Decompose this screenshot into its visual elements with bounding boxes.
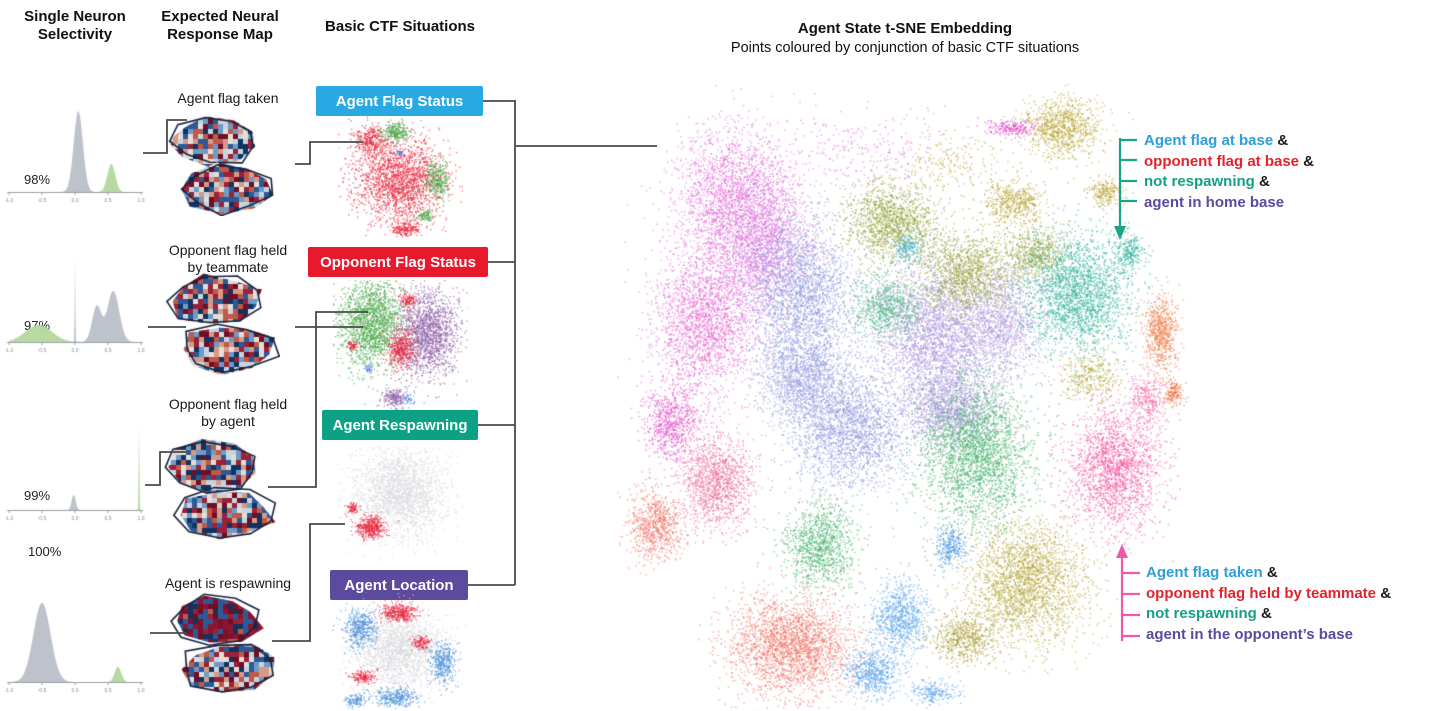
response-map-4 — [160, 592, 280, 700]
button-opponent-flag-status-label: Opponent Flag Status — [320, 253, 476, 271]
button-agent-flag-status: Agent Flag Status — [316, 86, 483, 116]
header-single-neuron-selectivity: Single Neuron Selectivity — [24, 8, 126, 43]
annotation-top-line-4: agent in home base — [1144, 193, 1285, 211]
selectivity-histogram-4 — [5, 582, 145, 697]
button-agent-respawning-label: Agent Respawning — [332, 416, 468, 434]
header-basic-ctf-situations: Basic CTF Situations — [324, 18, 476, 35]
mini-tsne-agent-respawning — [336, 446, 464, 562]
mini-tsne-agent-flag-status — [338, 113, 463, 238]
map-label-agent-is-respawning: Agent is respawning — [164, 575, 292, 591]
annotation-bottom-line-2: opponent flag held by teammate & — [1146, 584, 1392, 602]
map-label-opp-flag-agent: Opponent flag held by agent — [168, 396, 288, 429]
selectivity-histogram-3 — [5, 410, 145, 525]
tsne-title: Agent State t-SNE Embedding — [797, 20, 1013, 37]
map-label-agent-flag-taken: Agent flag taken — [177, 90, 279, 106]
map-label-opp-flag-teammate: Opponent flag held by teammate — [168, 242, 288, 275]
annotation-bottom-line-4: agent in the opponent’s base — [1146, 625, 1353, 643]
header-expected-neural-response-map: Expected Neural Response Map — [161, 8, 279, 43]
response-map-1 — [160, 112, 280, 216]
annotation-top-line-2: opponent flag at base & — [1144, 152, 1315, 170]
annotation-top-line-3: not respawning & — [1144, 173, 1270, 190]
annotation-bottom: Agent flag taken & opponent flag held by… — [1146, 563, 1391, 645]
tsne-subtitle: Points coloured by conjunction of basic … — [730, 40, 1080, 56]
annotation-top-line-1: Agent flag at base & — [1144, 132, 1289, 149]
annotation-bottom-line-1: Agent flag taken & — [1146, 564, 1278, 581]
response-map-3 — [158, 438, 278, 542]
annotation-bottom-line-3: not respawning & — [1146, 605, 1272, 622]
mini-tsne-opponent-flag-status — [333, 280, 468, 410]
selectivity-histogram-1 — [5, 92, 145, 207]
button-agent-location-label: Agent Location — [344, 576, 454, 594]
tsne-embedding-plot — [615, 75, 1195, 711]
mini-tsne-agent-location — [332, 592, 467, 711]
response-map-2 — [160, 272, 280, 376]
selectivity-pct-4: 100% — [28, 544, 62, 559]
annotation-top: Agent flag at base & opponent flag at ba… — [1144, 131, 1314, 213]
selectivity-histogram-2 — [5, 242, 145, 357]
button-agent-flag-status-label: Agent Flag Status — [335, 92, 464, 110]
button-agent-respawning: Agent Respawning — [322, 410, 478, 440]
button-opponent-flag-status: Opponent Flag Status — [308, 247, 488, 277]
